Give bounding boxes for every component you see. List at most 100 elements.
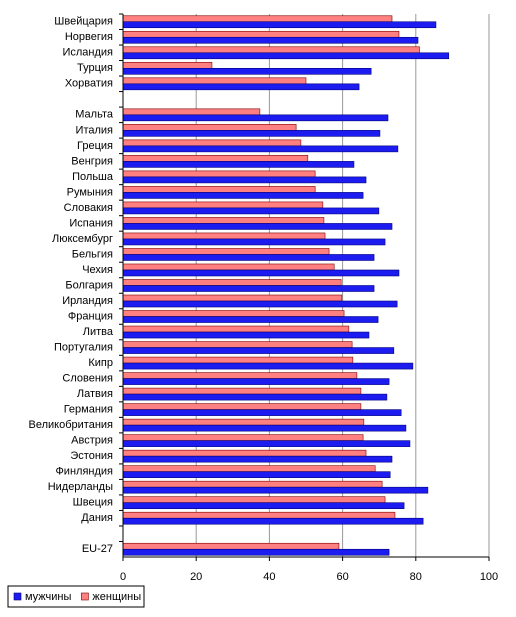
y-tick-label: Франция [68, 310, 113, 322]
bar [122, 310, 345, 317]
bar [122, 409, 402, 416]
bar [122, 294, 343, 302]
bar [122, 238, 386, 246]
bar [122, 254, 375, 261]
y-tick-label: Словения [62, 372, 113, 384]
x-tick-label: 100 [480, 571, 498, 583]
bar [122, 207, 380, 215]
bar [122, 511, 396, 519]
bar [122, 486, 429, 494]
bar [122, 465, 376, 472]
bar [122, 372, 358, 379]
y-tick-label: Австрия [71, 435, 113, 447]
bar [122, 170, 316, 178]
bar [122, 269, 400, 277]
bar [122, 139, 302, 147]
y-tick-label: Словакия [64, 202, 113, 214]
bar [122, 263, 335, 271]
bar [122, 455, 393, 463]
y-tick-label: Финляндия [55, 466, 113, 478]
x-tick-label: 20 [190, 571, 202, 583]
bar [122, 192, 364, 199]
y-tick-label: Великобритания [29, 419, 114, 431]
y-tick-label: Испания [69, 217, 113, 229]
bar [122, 418, 365, 426]
bar [122, 61, 213, 69]
y-tick-label: Чехия [82, 264, 113, 276]
y-tick-label: Бельгия [72, 248, 113, 260]
bar [122, 471, 391, 478]
bar [122, 440, 411, 447]
bar [122, 15, 393, 23]
y-tick-label: Литва [83, 326, 114, 338]
bar [122, 176, 367, 184]
bar [122, 223, 393, 230]
bar [122, 496, 386, 504]
bar [122, 186, 316, 193]
x-tick-label: 60 [336, 571, 348, 583]
x-tick-label: 80 [410, 571, 422, 583]
legend-label: мужчины [25, 591, 71, 603]
legend-swatch [13, 592, 22, 601]
bar [122, 155, 309, 162]
bar [122, 201, 324, 209]
bar [122, 341, 353, 348]
bar [122, 362, 414, 370]
y-tick-label: Кипр [88, 357, 113, 369]
y-tick-label: Норвегия [65, 31, 113, 43]
bar [122, 36, 419, 44]
y-tick-label: Турция [77, 62, 113, 74]
x-tick-label: 0 [120, 571, 126, 583]
y-tick-label: Греция [77, 140, 113, 152]
y-tick-label: Болгария [65, 279, 113, 291]
bar [122, 316, 379, 323]
bar [122, 331, 370, 339]
bar [122, 434, 364, 441]
bar [122, 130, 381, 137]
bar [122, 52, 450, 60]
y-tick-label: Латвия [77, 388, 113, 400]
bar [122, 325, 350, 333]
bar [122, 502, 405, 510]
bar [122, 285, 375, 292]
y-tick-label: Эстония [70, 450, 113, 462]
legend-label: женщины [92, 591, 141, 603]
y-tick-label: Люксембург [52, 233, 113, 245]
bar [122, 393, 388, 401]
bar [122, 542, 340, 550]
bar [122, 347, 395, 354]
bar [122, 232, 326, 240]
y-tick-label: Германия [64, 404, 113, 416]
bar [122, 124, 297, 131]
bar [122, 480, 383, 488]
bar [122, 248, 330, 255]
y-tick-label: Нидерланды [48, 481, 113, 493]
bar [122, 114, 389, 122]
bar [122, 46, 420, 54]
y-tick-label: Дания [81, 512, 113, 524]
bar [122, 387, 362, 395]
bar [122, 161, 355, 168]
bar [122, 300, 398, 308]
y-tick-label: Швеция [73, 497, 113, 509]
y-tick-label: Польша [72, 171, 114, 183]
bar [122, 217, 325, 224]
bar [122, 145, 399, 153]
y-tick-label: Румыния [67, 186, 113, 198]
bar [122, 517, 424, 525]
y-tick-label: Венгрия [71, 155, 113, 167]
y-tick-label: Исландия [62, 47, 113, 59]
y-tick-label: Португалия [54, 341, 113, 353]
bar [122, 108, 261, 116]
y-tick-label: Ирландия [62, 295, 113, 307]
bar [122, 548, 390, 556]
bar [122, 378, 390, 385]
y-tick-label: Швейцария [54, 16, 113, 28]
y-tick-label: EU-27 [82, 543, 113, 555]
bar [122, 83, 360, 91]
bar [122, 21, 437, 29]
bar [122, 77, 307, 85]
legend-box [7, 585, 145, 608]
bar [122, 30, 400, 38]
